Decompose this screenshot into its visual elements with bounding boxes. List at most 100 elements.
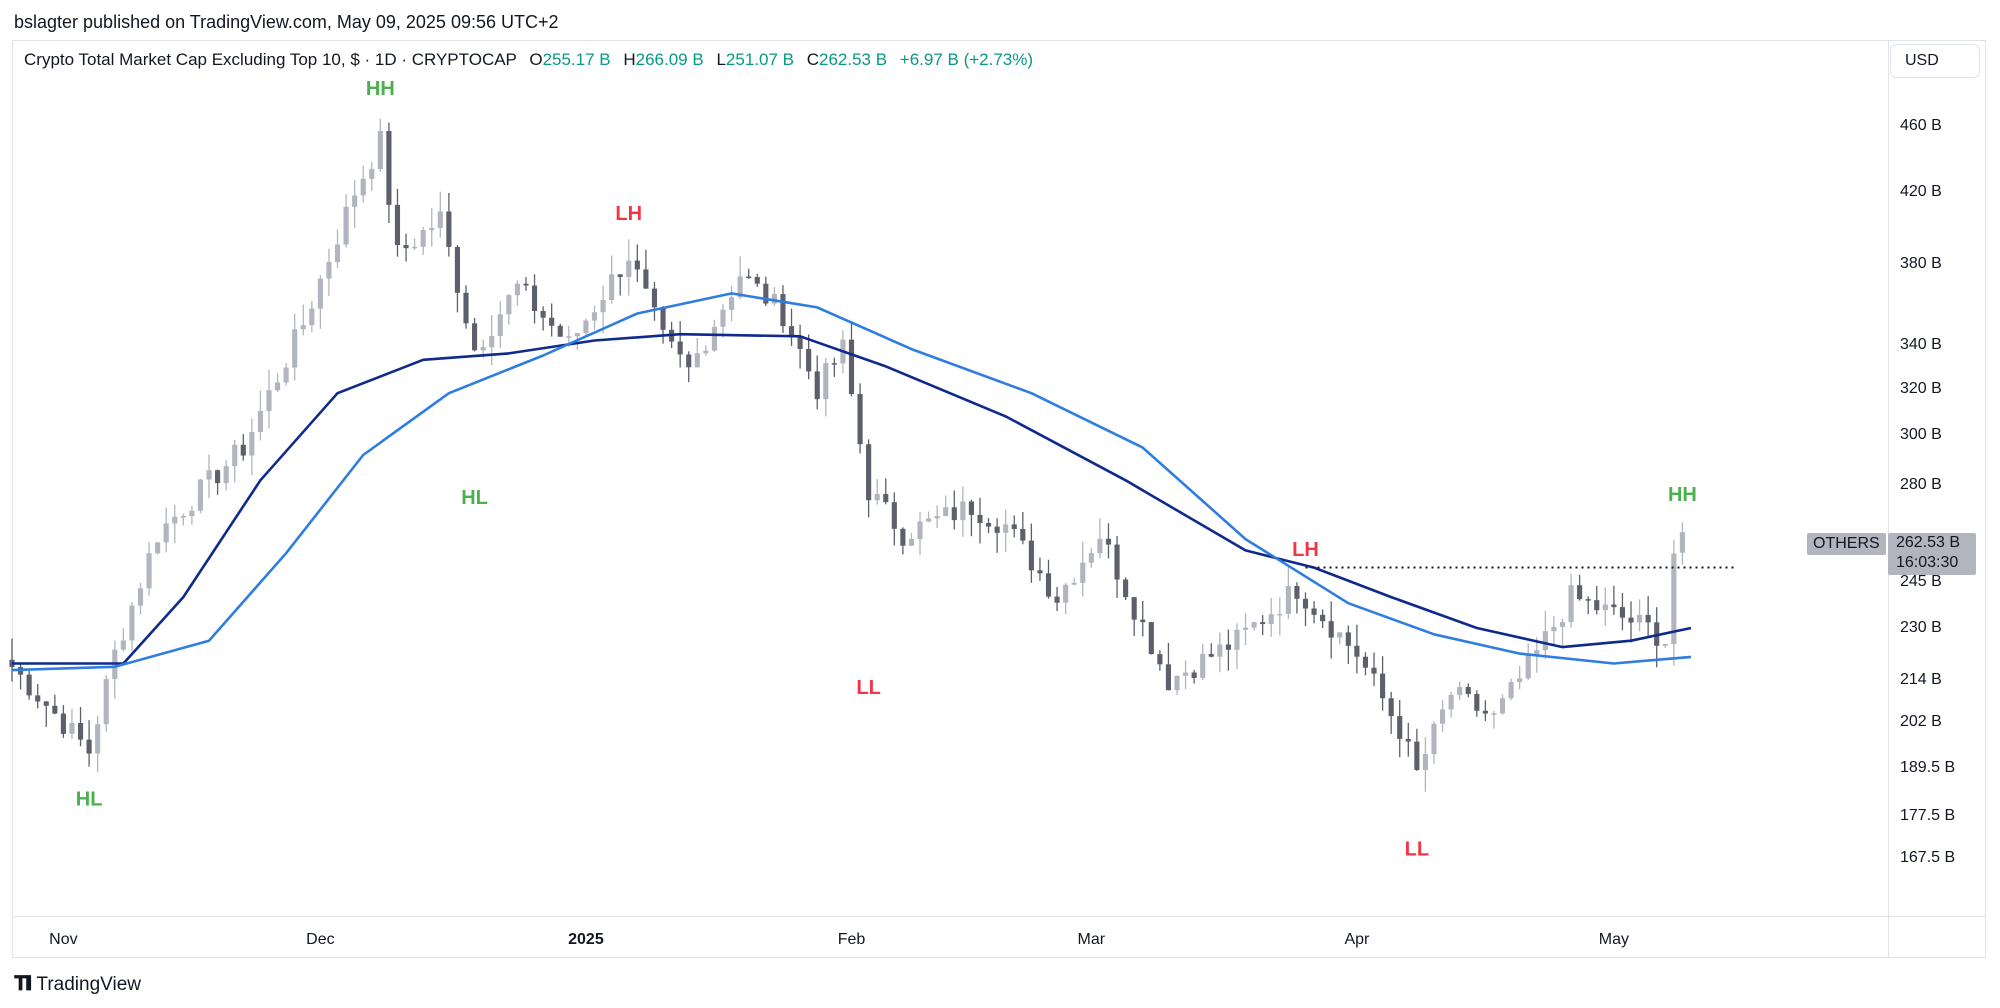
candle-body: [197, 479, 204, 511]
candle-body: [1345, 632, 1351, 646]
candle-body: [1114, 544, 1120, 580]
candle-body: [472, 323, 478, 351]
candle-body: [446, 211, 452, 247]
candle-body: [1602, 604, 1608, 611]
candle-body: [1063, 584, 1069, 603]
candle-body: [814, 371, 820, 400]
candle-body: [95, 724, 101, 754]
candle-body: [1028, 540, 1034, 571]
candle-body: [1302, 598, 1309, 609]
candle-body: [934, 515, 940, 519]
candle-body: [129, 605, 135, 641]
price-tick-label: 320 B: [1900, 379, 1942, 397]
candle-body: [232, 444, 238, 467]
candle-body: [1448, 694, 1454, 710]
tradingview-brand[interactable]: 𝐓❙ TradingView: [14, 973, 141, 996]
candle-body: [480, 347, 486, 351]
candle-body: [120, 640, 126, 650]
candle-body: [574, 333, 580, 337]
low-label: L: [716, 50, 726, 69]
candle-body: [1285, 586, 1291, 614]
candle-body: [600, 300, 606, 313]
candle-body: [883, 493, 889, 503]
candle-body: [1037, 570, 1043, 574]
candle-body: [1499, 698, 1506, 714]
candle-body: [1491, 713, 1497, 715]
candle-body: [557, 325, 563, 337]
candle-body: [968, 501, 974, 515]
price-tick-label: 177.5 B: [1900, 806, 1956, 824]
candle-body: [1551, 626, 1557, 632]
candle-body: [463, 292, 469, 324]
candle-body: [728, 297, 735, 310]
candle-body: [1474, 693, 1480, 711]
candle-body: [163, 523, 169, 543]
candle-body: [223, 466, 229, 484]
candle-body: [994, 526, 1000, 533]
candle-body: [137, 588, 144, 606]
candle-body: [1568, 585, 1574, 623]
candle-body: [1165, 664, 1172, 691]
candle-body: [1594, 600, 1600, 611]
time-tick-label: Dec: [306, 931, 335, 948]
candle-body: [1251, 622, 1257, 628]
candle-body: [857, 394, 863, 445]
candle-body: [660, 307, 666, 330]
candle-body: [900, 528, 906, 546]
time-tick-label: Apr: [1344, 931, 1370, 948]
candle-body: [189, 510, 195, 517]
candle-body: [866, 444, 872, 501]
publisher-line: bslagter published on TradingView.com, M…: [14, 12, 559, 32]
brand-name: TradingView: [36, 973, 141, 995]
swing-label: LL: [856, 677, 880, 699]
candle-body: [206, 470, 212, 480]
price-tick-label: 380 B: [1900, 255, 1942, 273]
candle-body: [292, 329, 298, 368]
candle-body: [1585, 599, 1591, 601]
change-value: +6.97 B (+2.73%): [899, 50, 1034, 69]
candle-body: [694, 353, 700, 368]
candle-body: [1328, 621, 1334, 638]
candle-body: [1268, 614, 1274, 625]
candle-body: [703, 350, 709, 354]
moving-average-slow-line: [11, 292, 1692, 672]
candle-body: [960, 501, 966, 521]
candle-body: [1482, 710, 1488, 714]
candle-body: [720, 309, 726, 327]
candle-body: [1397, 716, 1403, 739]
candle-body: [309, 308, 315, 326]
candle-body: [1200, 653, 1206, 678]
swing-label: LH: [1292, 539, 1319, 561]
candle-body: [52, 705, 58, 714]
candle-body: [429, 227, 435, 231]
candle-body: [1354, 645, 1360, 657]
candle-body: [1088, 553, 1094, 563]
candle-body: [1174, 675, 1180, 691]
swing-label: LH: [615, 203, 642, 225]
candle-body: [43, 701, 49, 706]
currency-button[interactable]: USD: [1890, 44, 1980, 78]
candle-body: [1294, 586, 1300, 599]
candle-body: [1260, 622, 1266, 625]
candle-body: [626, 260, 632, 277]
candle-body: [1414, 741, 1420, 770]
candle-body: [831, 363, 837, 365]
candle-body: [1097, 538, 1103, 554]
candle-body: [634, 260, 640, 270]
price-tick-label: 460 B: [1900, 116, 1942, 134]
candle-body: [172, 516, 178, 524]
symbol-title[interactable]: Crypto Total Market Cap Excluding Top 10…: [24, 50, 517, 69]
candle-body: [155, 542, 161, 554]
time-axis-divider: [12, 916, 1986, 917]
candle-body: [35, 695, 41, 702]
candle-body: [1457, 687, 1463, 695]
candle-body: [1045, 573, 1052, 597]
bar-countdown: 16:03:30: [1896, 554, 1959, 571]
candle-body: [240, 444, 246, 456]
candle-body: [1140, 619, 1146, 623]
candle-body: [420, 230, 426, 247]
candle-body: [806, 348, 812, 372]
candle-body: [711, 326, 717, 351]
candle-body: [746, 276, 752, 278]
